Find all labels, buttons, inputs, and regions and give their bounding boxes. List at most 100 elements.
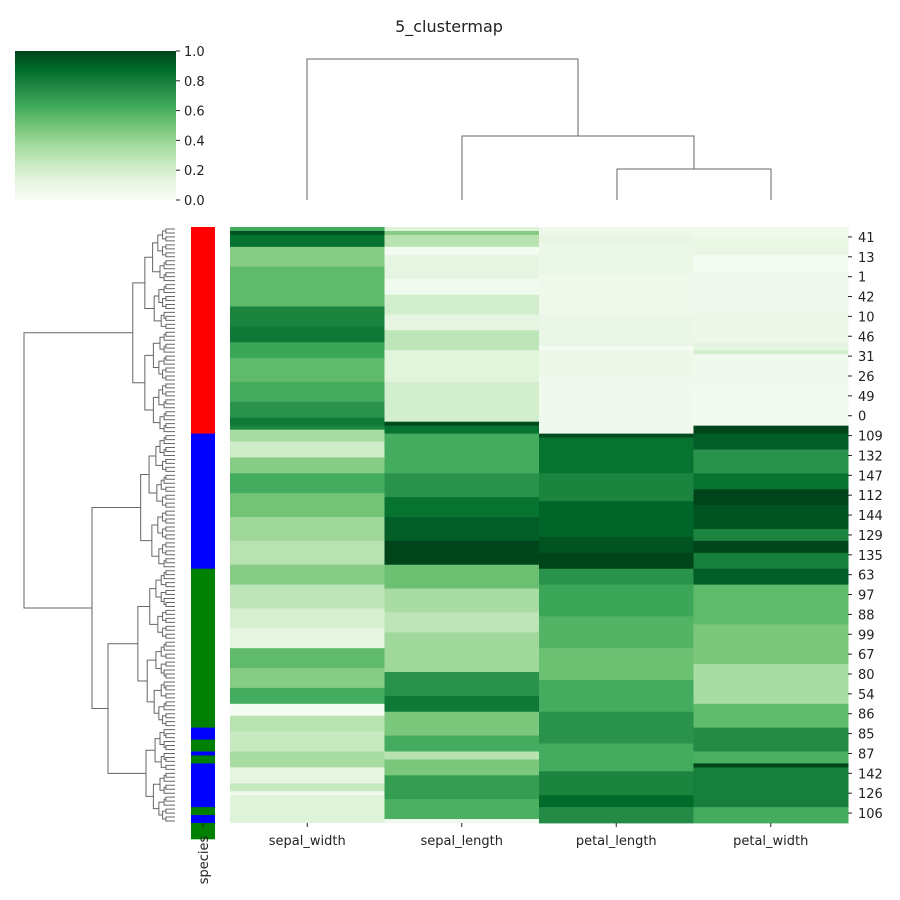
heatmap-cell — [384, 230, 540, 236]
dendrogram-link — [165, 685, 175, 691]
dendrogram-link — [163, 449, 175, 456]
column-dendrogram — [306, 58, 772, 200]
heatmap-cell — [384, 695, 540, 713]
dendrogram-link — [163, 345, 175, 353]
row-tick-label: 0 — [858, 410, 866, 425]
heatmap-cell — [230, 441, 385, 458]
dendrogram-link — [163, 262, 175, 270]
heatmap-cell — [384, 473, 540, 498]
heatmap-cell — [230, 493, 385, 518]
dendrogram-link — [306, 58, 579, 200]
row-tick-label: 99 — [858, 628, 875, 643]
dendrogram-link — [165, 252, 175, 258]
row-tick-label: 135 — [858, 549, 883, 564]
colorbar: 0.0 0.2 0.4 0.6 0.8 1.0 — [15, 45, 205, 209]
dendrogram-link — [157, 516, 163, 534]
dendrogram-link — [163, 437, 175, 445]
dendrogram-link — [163, 311, 175, 319]
dendrogram-link — [162, 544, 166, 554]
dendrogram-link — [162, 385, 166, 395]
heatmap-cell — [384, 735, 540, 752]
dendrogram-link — [165, 399, 175, 405]
dendrogram-link — [153, 689, 162, 714]
dendrogram-link — [163, 669, 175, 677]
colorbar-tick-label: 0.6 — [184, 105, 205, 120]
dendrogram-link — [160, 314, 166, 327]
heatmap-cell — [539, 473, 694, 502]
heatmap-cell — [539, 807, 694, 824]
heatmap-cell — [230, 703, 385, 717]
heatmap-cell — [384, 227, 540, 232]
heatmap-cell — [230, 540, 385, 566]
dendrogram-link — [165, 590, 175, 596]
dendrogram-link — [165, 343, 175, 349]
heatmap-cell — [230, 326, 385, 343]
heatmap-cell — [693, 505, 849, 530]
dendrogram-link — [165, 808, 175, 814]
dendrogram-link — [165, 713, 175, 719]
row-tick-label: 10 — [858, 310, 875, 325]
heatmap-cell — [384, 564, 540, 589]
dendrogram-link — [152, 783, 160, 810]
row-tick-label: 80 — [858, 668, 875, 683]
dendrogram-link — [162, 627, 166, 637]
heatmap-cell — [230, 648, 385, 669]
row-tick-label: 26 — [858, 370, 875, 385]
dendrogram-link — [163, 476, 175, 484]
dendrogram-link — [163, 643, 175, 651]
dendrogram-link — [163, 774, 175, 782]
row-tick-label: 132 — [858, 449, 883, 464]
heatmap-cell — [693, 489, 849, 506]
heatmap-cell — [230, 517, 385, 542]
dendrogram-link — [162, 512, 166, 522]
heatmap-cell — [384, 819, 540, 824]
heatmap-cell — [230, 425, 385, 431]
dendrogram-link — [154, 738, 162, 763]
dendrogram-link — [155, 579, 162, 598]
dendrogram-link — [144, 354, 154, 411]
heatmap-cell — [230, 227, 385, 232]
row-tick-label: 106 — [858, 807, 883, 822]
dendrogram-link — [107, 643, 146, 774]
heatmap-cell — [693, 433, 849, 450]
chart-title: 5_clustermap — [395, 17, 503, 37]
heatmap-cell — [693, 703, 849, 729]
heatmap-cell — [230, 381, 385, 403]
dendrogram-link — [165, 701, 175, 707]
dendrogram-link — [165, 466, 175, 472]
dendrogram-link — [165, 411, 175, 417]
heatmap-cell — [693, 425, 849, 435]
heatmap-cell — [384, 632, 540, 673]
species-band — [191, 815, 215, 824]
dendrogram-link — [162, 715, 166, 725]
dendrogram-link — [91, 507, 141, 710]
heatmap-cell — [384, 350, 540, 383]
dendrogram-link — [165, 355, 175, 361]
dendrogram-link — [156, 484, 163, 502]
dendrogram-link — [165, 570, 175, 576]
dendrogram-link — [163, 798, 175, 806]
dendrogram-link — [153, 295, 162, 322]
dendrogram-link — [165, 756, 175, 762]
dendrogram-link — [163, 729, 175, 737]
heatmap-cell — [384, 751, 540, 760]
dendrogram-link — [165, 244, 175, 250]
dendrogram-link — [163, 681, 175, 689]
colorbar-tick-label: 1.0 — [184, 45, 205, 60]
heatmap-cell — [539, 679, 694, 713]
dendrogram-link — [165, 772, 175, 778]
heatmap-cell — [539, 274, 694, 315]
row-tick-label: 63 — [858, 569, 875, 584]
heatmap-cell — [693, 354, 849, 387]
heatmap-cell — [693, 807, 849, 824]
dendrogram-link — [165, 494, 175, 500]
row-tick-label: 142 — [858, 767, 883, 782]
dendrogram-link — [163, 752, 175, 760]
heatmap-cell — [230, 234, 385, 248]
dendrogram-link — [162, 528, 166, 538]
column-tick-label: sepal_length — [420, 834, 503, 849]
dendrogram-link — [144, 256, 155, 309]
species-band — [191, 751, 215, 756]
dendrogram-link — [165, 582, 175, 588]
heatmap-cell — [230, 417, 385, 427]
